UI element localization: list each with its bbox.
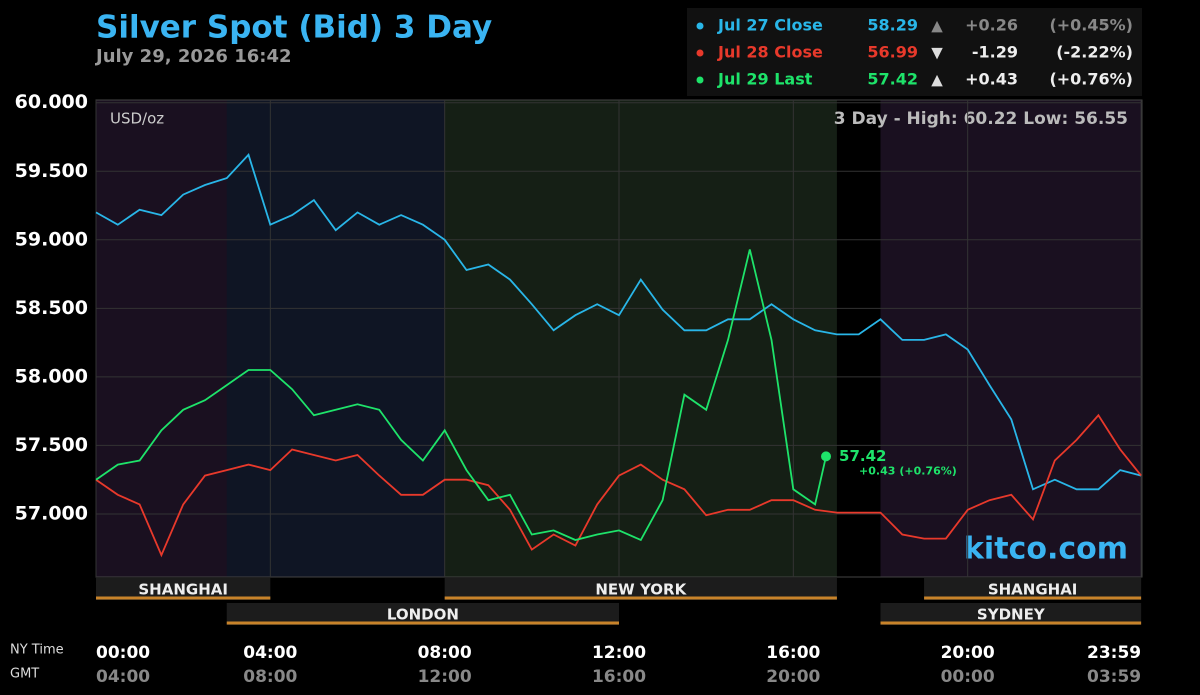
legend-dot (696, 22, 704, 30)
legend-change: +0.43 (965, 70, 1018, 89)
last-value-label: 57.42 (839, 447, 886, 465)
session-label: LONDON (387, 606, 459, 624)
legend-last: 58.29 (867, 16, 918, 35)
y-tick-label: 59.000 (15, 228, 88, 250)
legend-name: Jul 29 Last (717, 70, 813, 89)
x-tick-label-gmt: 00:00 (941, 667, 995, 687)
y-tick-label: 57.500 (15, 434, 88, 456)
legend-name: Jul 27 Close (717, 16, 823, 35)
legend-arrow: ▲ (931, 17, 943, 35)
y-tick-label: 60.000 (15, 91, 88, 113)
session-label: SHANGHAI (138, 581, 228, 599)
session-box (96, 578, 271, 600)
legend-last: 56.99 (867, 43, 918, 62)
session-label: SYDNEY (977, 606, 1046, 624)
x-row-label: NY Time (10, 643, 64, 658)
y-tick-label: 58.000 (15, 365, 88, 387)
chart-title: Silver Spot (Bid) 3 Day (96, 10, 492, 46)
last-change: +0.43 (859, 464, 895, 477)
session-box (444, 578, 837, 600)
x-tick-label-gmt: 20:00 (766, 667, 820, 687)
series-line (95, 413, 1142, 558)
x-tick-label: 00:00 (96, 643, 150, 663)
legend-last: 57.42 (867, 70, 918, 89)
x-tick-label-gmt: 08:00 (243, 667, 297, 687)
y-tick-label: 57.000 (15, 502, 88, 524)
x-tick-label: 23:59 (1087, 643, 1141, 663)
legend-change: -1.29 (972, 43, 1018, 62)
session-box (226, 603, 619, 625)
legend-arrow: ▼ (931, 44, 943, 62)
last-change-label: +0.43 (+0.76%) (859, 464, 957, 477)
last-change-pct: (+0.76%) (899, 464, 956, 477)
chart-subtitle: July 29, 2026 16:42 (94, 46, 292, 67)
legend-dot (696, 76, 704, 84)
session-label: NEW YORK (595, 581, 687, 599)
legend-box (687, 8, 1142, 96)
x-tick-label: 20:00 (941, 643, 995, 663)
session-box (880, 603, 1142, 625)
x-tick-label-gmt: 03:59 (1087, 667, 1141, 687)
x-tick-label-gmt: 12:00 (418, 667, 472, 687)
x-tick-label: 04:00 (243, 643, 297, 663)
unit-label: USD/oz (110, 110, 164, 128)
session-box (924, 578, 1142, 600)
session-shade (880, 100, 1142, 577)
x-tick-label: 08:00 (418, 643, 472, 663)
x-row-label: GMT (10, 667, 39, 682)
series-line (95, 249, 827, 542)
range-label: 3 Day - High: 60.22 Low: 56.55 (834, 109, 1128, 129)
x-tick-label-gmt: 04:00 (96, 667, 150, 687)
legend-dot (696, 49, 704, 57)
legend-change-pct: (+0.76%) (1049, 70, 1133, 89)
brand: kitco.com (964, 532, 1128, 567)
legend-name: Jul 28 Close (717, 43, 823, 62)
series-line (95, 153, 1142, 491)
x-tick-label-gmt: 16:00 (592, 667, 646, 687)
y-tick-label: 58.500 (15, 297, 88, 319)
legend-change-pct: (+0.45%) (1049, 16, 1133, 35)
x-tick-label: 16:00 (766, 643, 820, 663)
y-tick-label: 59.500 (15, 160, 88, 182)
legend-change-pct: (-2.22%) (1056, 43, 1133, 62)
legend-arrow: ▲ (931, 71, 943, 89)
last-point (821, 451, 832, 462)
x-tick-label: 12:00 (592, 643, 646, 663)
session-label: SHANGHAI (988, 581, 1078, 599)
legend-change: +0.26 (965, 16, 1018, 35)
